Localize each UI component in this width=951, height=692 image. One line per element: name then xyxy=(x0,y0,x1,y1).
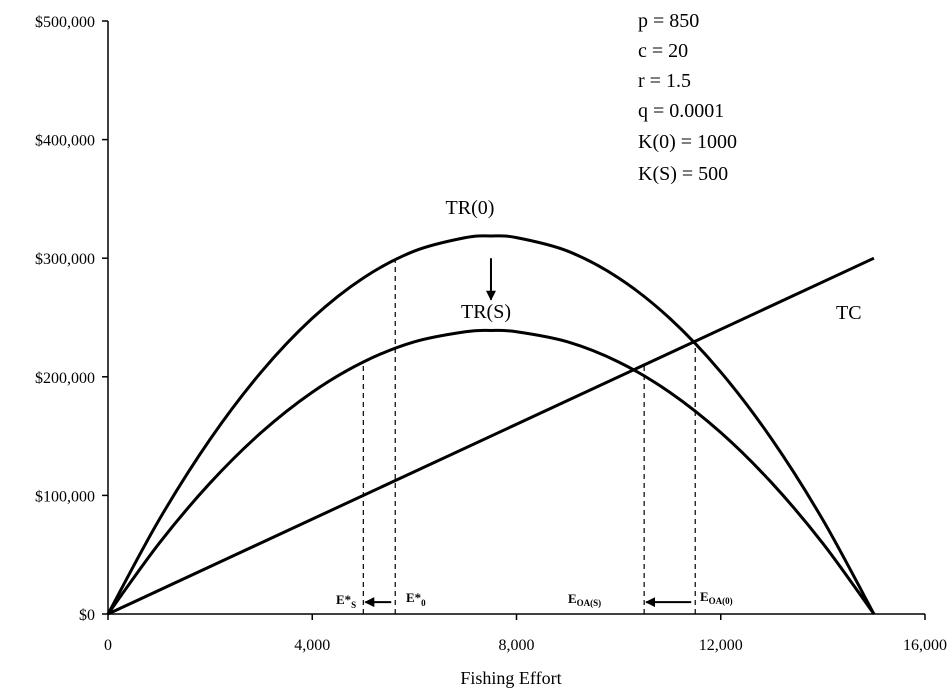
marker-e0-main: E* xyxy=(406,590,421,605)
y-tick-label: $0 xyxy=(79,607,95,624)
series-line-tr0 xyxy=(106,234,876,615)
marker-eoas-sub: OA(S) xyxy=(577,598,602,608)
x-tick-label: 16,000 xyxy=(903,637,947,654)
axes xyxy=(107,21,925,615)
series-label-tc: TC xyxy=(836,302,862,324)
marker-eoa0: EOA(0) xyxy=(700,589,733,606)
y-axis-ticks: $0 $100,000 $200,000 $300,000 $400,000 $500,0… xyxy=(35,14,108,624)
marker-es: E*S xyxy=(336,592,356,610)
x-tick-label: 8,000 xyxy=(499,637,535,654)
param-r: r = 1.5 xyxy=(638,70,691,92)
parameter-list: p = 850 c = 20 r = 1.5 q = 0.0001 K(0) =… xyxy=(638,10,737,185)
y-tick-label: $200,000 xyxy=(35,370,95,387)
series-label-tr0: TR(0) xyxy=(446,197,495,219)
series-label-trs: TR(S) xyxy=(461,301,511,323)
param-q: q = 0.0001 xyxy=(638,100,724,122)
series-layer xyxy=(106,234,876,616)
marker-eoas-main: E xyxy=(568,591,577,606)
x-tick-label: 12,000 xyxy=(699,637,743,654)
marker-es-sub: S xyxy=(351,600,356,610)
y-tick-label: $300,000 xyxy=(35,251,95,268)
x-tick-label: 0 xyxy=(104,637,112,654)
marker-es-main: E* xyxy=(336,592,351,607)
marker-e0: E*0 xyxy=(406,590,426,608)
marker-eoas: EOA(S) xyxy=(568,591,601,608)
effort-markers: E*S E*0 EOA(S) EOA(0) xyxy=(336,589,733,610)
series-line-trs xyxy=(106,328,876,615)
annotation-layer xyxy=(362,258,696,614)
marker-eoa0-sub: OA(0) xyxy=(709,596,733,606)
param-p: p = 850 xyxy=(638,10,699,32)
y-tick-label: $400,000 xyxy=(35,133,95,150)
marker-e0-sub: 0 xyxy=(421,598,426,608)
series-line-tc xyxy=(107,256,875,616)
y-tick-label: $500,000 xyxy=(35,14,95,31)
x-tick-label: 4,000 xyxy=(294,637,330,654)
param-ks: K(S) = 500 xyxy=(638,163,728,185)
param-c: c = 20 xyxy=(638,40,688,62)
param-k0: K(0) = 1000 xyxy=(638,131,737,153)
x-axis-ticks: 0 4,000 8,000 12,000 16,000 xyxy=(104,614,947,654)
marker-eoa0-main: E xyxy=(700,589,709,604)
x-axis-title: Fishing Effort xyxy=(460,668,561,688)
y-tick-label: $100,000 xyxy=(35,488,95,505)
